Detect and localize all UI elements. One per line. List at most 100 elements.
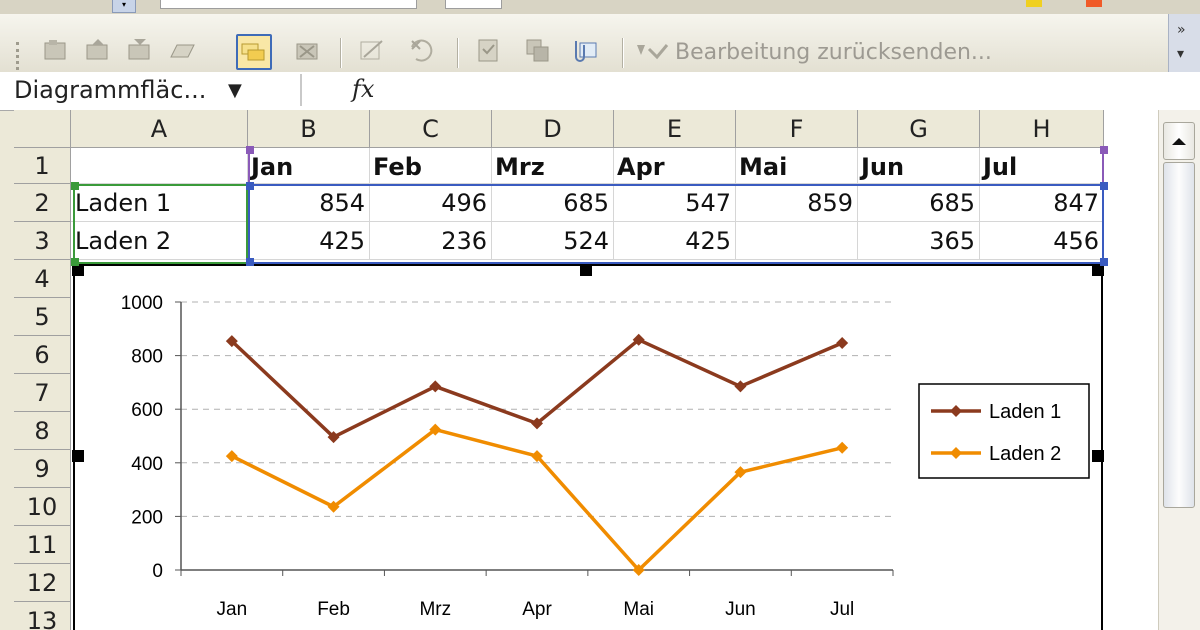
line-chart[interactable]: 0 200 400 600 800 1000 Jan Feb Mrz Apr Mai Jun Jul La… [75, 266, 1101, 630]
data-point [836, 441, 849, 454]
cell-value[interactable]: 685 [492, 184, 614, 222]
row-header-6[interactable]: 6 [14, 336, 71, 374]
update-file-icon[interactable] [522, 34, 554, 66]
column-header-g[interactable]: G [858, 110, 980, 148]
chevron-double-icon[interactable]: » [1177, 22, 1186, 38]
scrollbar-thumb[interactable] [1163, 162, 1195, 508]
send-back-label: Bearbeitung zurücksenden... [675, 39, 992, 65]
data-point [632, 333, 645, 346]
row-header-9[interactable]: 9 [14, 450, 71, 488]
delete-comment-icon[interactable] [292, 34, 324, 66]
row-header-2[interactable]: 2 [14, 184, 71, 222]
flag-yellow-icon [1026, 0, 1042, 7]
column-header-f[interactable]: F [736, 110, 858, 148]
cell-value[interactable]: 524 [492, 222, 614, 260]
row-header-13[interactable]: 13 [14, 602, 71, 630]
column-header-b[interactable]: B [248, 110, 370, 148]
range-handle[interactable] [1100, 146, 1108, 154]
show-comment-icon[interactable] [166, 34, 198, 66]
cell-month-header[interactable]: Feb [370, 148, 492, 184]
track-changes-icon[interactable] [356, 34, 388, 66]
cell-month-header[interactable]: Apr [614, 148, 736, 184]
vertical-scrollbar[interactable] [1158, 110, 1200, 630]
next-comment-icon[interactable] [124, 34, 156, 66]
insert-function-icon[interactable]: fx [352, 75, 375, 103]
cell-a1[interactable] [71, 148, 248, 184]
cell-value[interactable]: 456 [980, 222, 1104, 260]
cell-value[interactable] [736, 222, 858, 260]
worksheet-grid[interactable]: Jan Feb Mrz Apr Mai Jun Jul Laden 1 Laden 2 854 49… [14, 110, 1158, 630]
send-back-button[interactable]: Bearbeitung zurücksenden... [633, 38, 992, 66]
send-attachment-icon[interactable] [570, 34, 602, 66]
row-header-10[interactable]: 10 [14, 488, 71, 526]
cell-month-header[interactable]: Mai [736, 148, 858, 184]
cell-month-header[interactable]: Jun [858, 148, 980, 184]
x-tick-label: Jun [725, 599, 756, 620]
legend-label: Laden 1 [989, 401, 1061, 423]
top-field[interactable] [160, 0, 417, 9]
send-back-icon [637, 44, 669, 60]
cell-row-label[interactable]: Laden 2 [71, 222, 248, 260]
cell-value[interactable]: 547 [614, 184, 736, 222]
column-header-a[interactable]: A [71, 110, 248, 148]
chart-resize-handle[interactable] [72, 264, 84, 276]
chart-resize-handle[interactable] [580, 264, 592, 276]
column-header-d[interactable]: D [492, 110, 614, 148]
range-handle[interactable] [1100, 258, 1108, 266]
show-all-comments-icon[interactable] [236, 34, 272, 70]
row-header-12[interactable]: 12 [14, 564, 71, 602]
embedded-chart[interactable]: 0 200 400 600 800 1000 Jan Feb Mrz Apr Mai Jun Jul La… [73, 264, 1103, 630]
data-point [531, 450, 543, 463]
data-point [327, 500, 340, 513]
chart-resize-handle[interactable] [1092, 264, 1104, 276]
cell-value[interactable]: 847 [980, 184, 1104, 222]
cell-value[interactable]: 236 [370, 222, 492, 260]
column-header-e[interactable]: E [614, 110, 736, 148]
chevron-down-icon[interactable]: ▾ [1177, 46, 1185, 62]
column-header-h[interactable]: H [980, 110, 1104, 148]
x-tick-label: Mai [623, 599, 654, 620]
previous-comment-icon[interactable] [82, 34, 114, 66]
column-header-c[interactable]: C [370, 110, 492, 148]
row-header-1[interactable]: 1 [14, 148, 71, 184]
new-comment-icon[interactable] [40, 34, 72, 66]
toolbar-separator [340, 38, 342, 68]
chart-resize-handle[interactable] [1092, 450, 1104, 462]
row-header-7[interactable]: 7 [14, 374, 71, 412]
row-header-11[interactable]: 11 [14, 526, 71, 564]
data-point [225, 450, 238, 463]
range-handle[interactable] [1100, 182, 1108, 190]
row-header-5[interactable]: 5 [14, 298, 71, 336]
toolbar-overflow[interactable]: » ▾ [1168, 14, 1200, 72]
cell-value[interactable]: 854 [248, 184, 370, 222]
dropdown-arrow-icon[interactable]: ▾ [112, 0, 136, 13]
cell-value[interactable]: 425 [248, 222, 370, 260]
top-field-small[interactable] [445, 0, 502, 9]
cell-value[interactable]: 685 [858, 184, 980, 222]
scroll-up-button[interactable] [1163, 122, 1195, 160]
select-all-corner[interactable] [14, 110, 71, 148]
cell-value[interactable]: 496 [370, 184, 492, 222]
row-header-8[interactable]: 8 [14, 412, 71, 450]
toolbar-grip[interactable] [16, 42, 25, 70]
cell-value[interactable]: 859 [736, 184, 858, 222]
range-handle[interactable] [71, 182, 79, 190]
range-handle[interactable] [246, 146, 254, 154]
cell-value[interactable]: 365 [858, 222, 980, 260]
cell-month-header[interactable]: Mrz [492, 148, 614, 184]
name-box-dropdown-icon[interactable]: ▼ [228, 80, 242, 101]
cell-row-label[interactable]: Laden 1 [71, 184, 248, 222]
range-handle[interactable] [71, 258, 79, 266]
y-tick-label: 800 [131, 347, 163, 368]
chart-resize-handle[interactable] [72, 450, 84, 462]
reject-change-icon[interactable] [406, 34, 438, 66]
row-header-4[interactable]: 4 [14, 260, 71, 298]
row-header-3[interactable]: 3 [14, 222, 71, 260]
protect-sheet-icon[interactable] [472, 34, 504, 66]
range-handle[interactable] [246, 258, 254, 266]
cell-month-header[interactable]: Jul [980, 148, 1104, 184]
name-box[interactable]: Diagrammfläc... [14, 76, 207, 104]
cell-month-header[interactable]: Jan [248, 148, 370, 184]
range-handle[interactable] [246, 182, 254, 190]
cell-value[interactable]: 425 [614, 222, 736, 260]
